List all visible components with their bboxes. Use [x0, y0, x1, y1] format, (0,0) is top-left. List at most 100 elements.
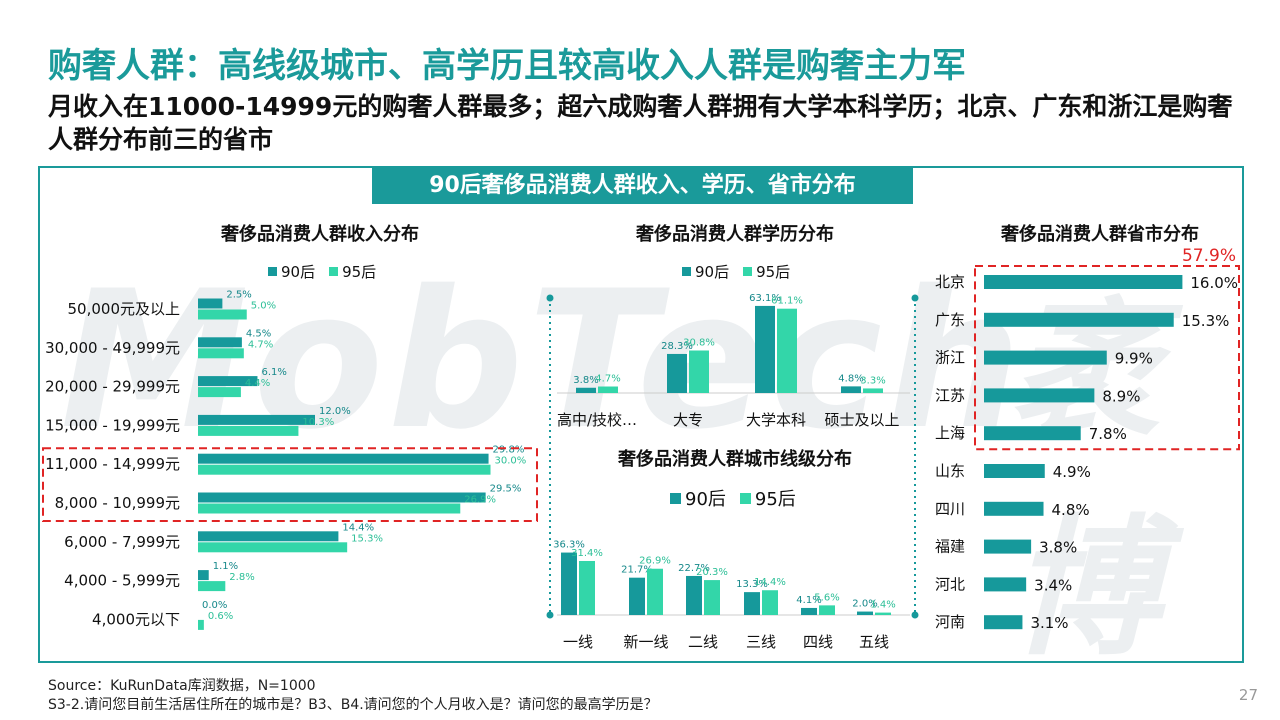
- education-value-label-95: 3.3%: [860, 375, 885, 386]
- legend-swatch-90: [682, 267, 691, 276]
- legend-swatch-90: [268, 267, 277, 276]
- province-bar: [984, 539, 1032, 554]
- city-tier-value-label-90: 4.1%: [796, 595, 821, 606]
- education-value-label-95: 30.8%: [683, 337, 715, 348]
- province-value-label: 4.9%: [1053, 463, 1091, 481]
- legend-label-95: 95后: [756, 263, 791, 281]
- page-number: 27: [1238, 686, 1258, 704]
- province-bar: [984, 426, 1081, 441]
- city-tier-value-label-90: 21.7%: [621, 565, 653, 576]
- province-value-label: 8.9%: [1102, 387, 1140, 405]
- city-tier-chart-title: 奢侈品消费人群城市线级分布: [618, 449, 852, 470]
- income-bar-95: [198, 387, 241, 398]
- province-bar: [984, 275, 1183, 289]
- divider-left-dot-top: [546, 294, 554, 302]
- education-value-label-90: 63.1%: [749, 293, 781, 304]
- income-value-label-95: 30.0%: [495, 456, 527, 467]
- city-tier-value-label-95: 1.4%: [870, 600, 895, 611]
- income-highlight-box: [42, 447, 538, 523]
- income-value-label-95: 15.3%: [351, 533, 383, 544]
- income-value-label-95: 4.4%: [245, 378, 270, 389]
- income-bar-90: [198, 376, 258, 387]
- section-banner: 90后奢侈品消费人群收入、学历、省市分布: [372, 168, 913, 204]
- city-tier-legend: 90后 95后: [670, 485, 796, 511]
- income-bar-95: [198, 348, 244, 359]
- city-tier-value-label-90: 2.0%: [852, 599, 877, 610]
- province-category-label: 浙江: [935, 349, 965, 367]
- income-bar-95: [198, 503, 461, 514]
- province-category-label: 北京: [935, 273, 965, 291]
- education-bar-95: [863, 388, 883, 393]
- legend-swatch-90: [670, 492, 681, 504]
- city-tier-bar-95: [647, 568, 663, 615]
- city-tier-category-label: 三线: [746, 633, 776, 651]
- province-category-label: 山东: [935, 462, 965, 480]
- legend-swatch-95: [743, 267, 753, 276]
- province-value-label: 4.8%: [1052, 501, 1090, 519]
- income-value-label-95: 4.7%: [248, 339, 273, 350]
- province-value-label: 3.8%: [1039, 539, 1077, 557]
- city-tier-bar-95: [762, 590, 778, 615]
- province-bar: [984, 312, 1174, 327]
- province-value-label: 16.0%: [1190, 274, 1238, 292]
- city-tier-value-label-90: 22.7%: [678, 563, 710, 574]
- income-value-label-90: 14.4%: [342, 522, 374, 533]
- income-value-label-95: 0.6%: [208, 611, 233, 622]
- page-subtitle: 月收入在11000-14999元的购奢人群最多；超六成购奢人群拥有大学本科学历；…: [48, 92, 1233, 154]
- divider-right-dot-top: [911, 294, 919, 302]
- income-category-label: 8,000 - 10,999元: [55, 494, 180, 512]
- province-bar: [984, 615, 1023, 630]
- education-value-label-90: 4.8%: [838, 373, 863, 384]
- education-bar-95: [689, 350, 709, 393]
- divider-right-dot-bottom: [911, 611, 919, 619]
- province-value-label: 3.4%: [1034, 576, 1072, 594]
- education-bar-95: [777, 308, 797, 393]
- income-category-label: 4,000元以下: [92, 610, 180, 628]
- city-tier-bar-95: [704, 580, 720, 615]
- education-bar-95: [598, 386, 618, 393]
- income-bar-90: [198, 453, 489, 464]
- city-tier-category-label: 二线: [688, 633, 718, 651]
- city-tier-bar-90: [686, 575, 702, 615]
- income-bar-90: [198, 570, 209, 581]
- city-tier-bar-90: [857, 611, 873, 615]
- income-bar-90: [198, 531, 339, 542]
- education-category-label: 大专: [673, 411, 703, 429]
- income-value-label-90: 6.1%: [261, 367, 286, 378]
- province-value-label: 9.9%: [1115, 350, 1153, 368]
- income-value-label-90: 4.5%: [246, 328, 271, 339]
- income-category-label: 11,000 - 14,999元: [45, 455, 180, 473]
- education-value-label-95: 4.7%: [595, 374, 620, 385]
- income-value-label-90: 12.0%: [319, 406, 351, 417]
- income-value-label-95: 2.8%: [229, 572, 254, 583]
- income-bar-95: [198, 542, 348, 553]
- city-tier-value-label-95: 14.4%: [754, 577, 786, 588]
- legend-swatch-95: [329, 267, 339, 276]
- city-tier-value-label-95: 26.9%: [639, 556, 671, 567]
- province-category-label: 四川: [935, 500, 965, 518]
- province-bar: [984, 350, 1107, 365]
- city-tier-bar-95: [875, 612, 891, 615]
- province-chart-title: 奢侈品消费人群省市分布: [1001, 224, 1199, 245]
- divider-left-dot-bottom: [546, 611, 554, 619]
- education-value-label-90: 28.3%: [661, 341, 693, 352]
- province-category-label: 河北: [935, 575, 965, 593]
- province-bar: [984, 577, 1027, 592]
- income-value-label-90: 2.5%: [226, 290, 251, 301]
- income-bar-90: [198, 337, 242, 348]
- income-category-label: 30,000 - 49,999元: [45, 339, 180, 357]
- province-bar: [984, 464, 1045, 478]
- income-value-label-95: 26.9%: [464, 495, 496, 506]
- income-bar-90: [198, 492, 486, 503]
- legend-label-95: 95后: [754, 489, 796, 510]
- province-bar: [984, 388, 1095, 403]
- legend-label-95: 95后: [342, 263, 377, 281]
- income-bar-90: [198, 298, 223, 309]
- city-tier-category-label: 五线: [859, 633, 889, 651]
- income-value-label-95: 10.3%: [302, 417, 334, 428]
- province-category-label: 河南: [935, 613, 965, 631]
- source-note: Source：KuRunData库润数据，N=1000 S3-2.请问您目前生活…: [48, 677, 658, 715]
- city-tier-value-label-95: 5.6%: [814, 592, 839, 603]
- source-line-2: S3-2.请问您目前生活居住所在的城市是？B3、B4.请问您的个人月收入是？请问…: [48, 697, 658, 713]
